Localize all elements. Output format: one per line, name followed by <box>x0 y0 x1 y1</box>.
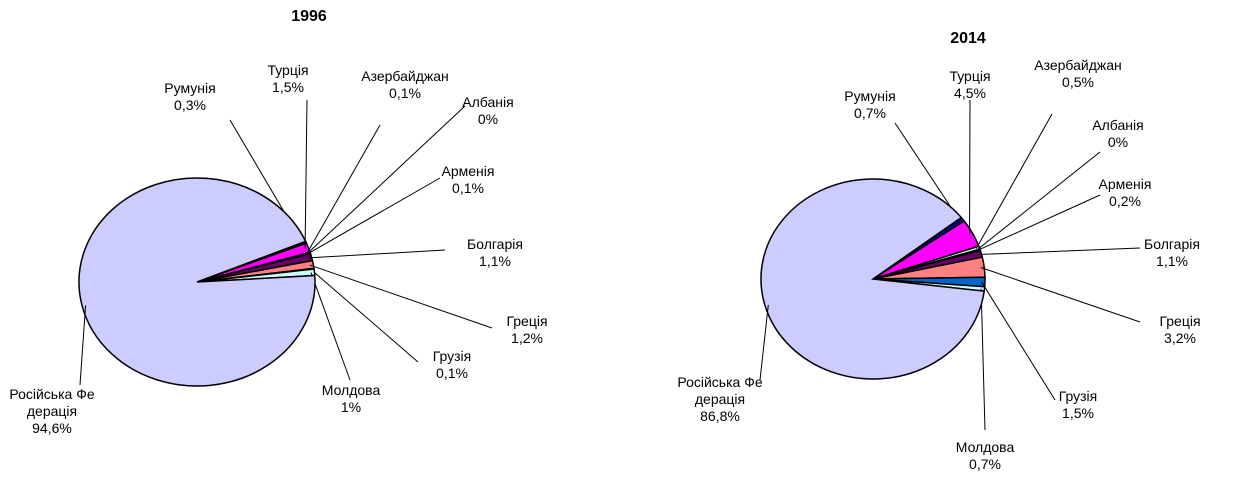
slice-value: 0,7% <box>854 105 886 121</box>
slice-label: Румунія 0,3% <box>144 80 236 114</box>
leader-line <box>308 249 446 259</box>
pie-slice <box>78 177 316 387</box>
leader-line <box>309 264 493 329</box>
slice-label: Азербайджан 0,1% <box>359 68 451 102</box>
slice-value: 94,6% <box>32 420 72 436</box>
leader-line <box>975 113 1053 249</box>
chart-title: 2014 <box>950 30 986 47</box>
slice-label: Азербайджан 0,5% <box>1032 57 1124 91</box>
leader-line <box>980 288 986 431</box>
slice-label: Болгарія 1,1% <box>1126 236 1218 270</box>
slice-label: Молдова 1% <box>305 382 397 416</box>
slice-value: 0% <box>1107 134 1129 150</box>
leader-line <box>306 177 441 255</box>
slice-value: 1,5% <box>272 79 304 95</box>
slice-value: 1% <box>340 399 362 415</box>
slice-name: Греція <box>1159 313 1201 329</box>
slice-name: Болгарія <box>467 236 523 252</box>
slice-label: Румунія 0,7% <box>824 88 916 122</box>
slice-name: Болгарія <box>1144 236 1200 252</box>
leader-line <box>978 247 1141 256</box>
slice-name: Грузія <box>432 348 472 364</box>
slice-name: Турція <box>949 68 991 84</box>
slice-value: 4,5% <box>954 85 986 101</box>
slice-name: Молдова <box>955 439 1015 455</box>
chart-title: 1996 <box>291 8 327 25</box>
slice-value: 3,2% <box>1164 330 1196 346</box>
slice-label: Арменія 0,2% <box>1079 176 1171 210</box>
leader-line <box>980 267 1141 323</box>
slice-value: 1,1% <box>479 253 511 269</box>
slice-label: Турція 4,5% <box>924 68 1016 102</box>
slice-name: Арменія <box>441 163 495 179</box>
slice-name: Албанія <box>1092 117 1144 133</box>
slice-value: 0,1% <box>452 180 484 196</box>
pie-slice <box>760 178 986 380</box>
slice-name: Російська Федерація <box>677 374 763 407</box>
leader-line <box>310 272 351 381</box>
leader-line <box>306 105 466 255</box>
leader-line <box>306 124 381 254</box>
slice-name: Арменія <box>1098 176 1152 192</box>
slice-name: Азербайджан <box>1034 57 1122 73</box>
slice-label: Болгарія 1,1% <box>449 236 541 270</box>
slice-name: Російська Федерація <box>9 386 95 419</box>
leader-line <box>304 99 308 249</box>
slice-value: 0,2% <box>1109 193 1141 209</box>
slice-label: Арменія 0,1% <box>422 163 514 197</box>
leader-line <box>976 194 1101 252</box>
slice-value: 0% <box>477 111 499 127</box>
slice-label: Російська Федерація 94,6% <box>6 386 98 437</box>
slice-name: Румунія <box>844 88 896 104</box>
slice-label: Російська Федерація 86,8% <box>674 374 766 425</box>
slice-name: Азербайджан <box>361 68 449 84</box>
slice-label: Молдова 0,7% <box>939 439 1031 473</box>
slice-label: Грузія 1,5% <box>1032 388 1124 422</box>
slice-value: 1,1% <box>1156 253 1188 269</box>
slice-value: 1,5% <box>1062 405 1094 421</box>
slice-value: 0,7% <box>969 456 1001 472</box>
slice-label: Греція 3,2% <box>1134 313 1226 347</box>
leader-line <box>976 151 1101 251</box>
slice-value: 0,3% <box>174 97 206 113</box>
leader-line <box>759 304 769 381</box>
slice-label: Албанія 0% <box>1072 117 1164 151</box>
slice-name: Греція <box>506 313 548 329</box>
slice-name: Молдова <box>321 382 381 398</box>
leader-line <box>894 122 961 222</box>
slice-name: Албанія <box>462 94 514 110</box>
slice-value: 86,8% <box>700 408 740 424</box>
slice-label: Турція 1,5% <box>242 62 334 96</box>
slice-value: 1,2% <box>511 330 543 346</box>
slice-name: Турція <box>267 62 309 78</box>
slice-label: Албанія 0% <box>442 94 534 128</box>
slice-name: Румунія <box>164 80 216 96</box>
leader-line <box>981 281 1056 401</box>
slice-value: 0,1% <box>389 85 421 101</box>
slice-value: 0,1% <box>436 365 468 381</box>
leader-line <box>310 268 419 363</box>
slice-label: Греція 1,2% <box>481 313 573 347</box>
leader-line <box>79 305 87 386</box>
slice-label: Грузія 0,1% <box>406 348 498 382</box>
slice-value: 0,5% <box>1062 74 1094 90</box>
slice-name: Грузія <box>1058 388 1098 404</box>
